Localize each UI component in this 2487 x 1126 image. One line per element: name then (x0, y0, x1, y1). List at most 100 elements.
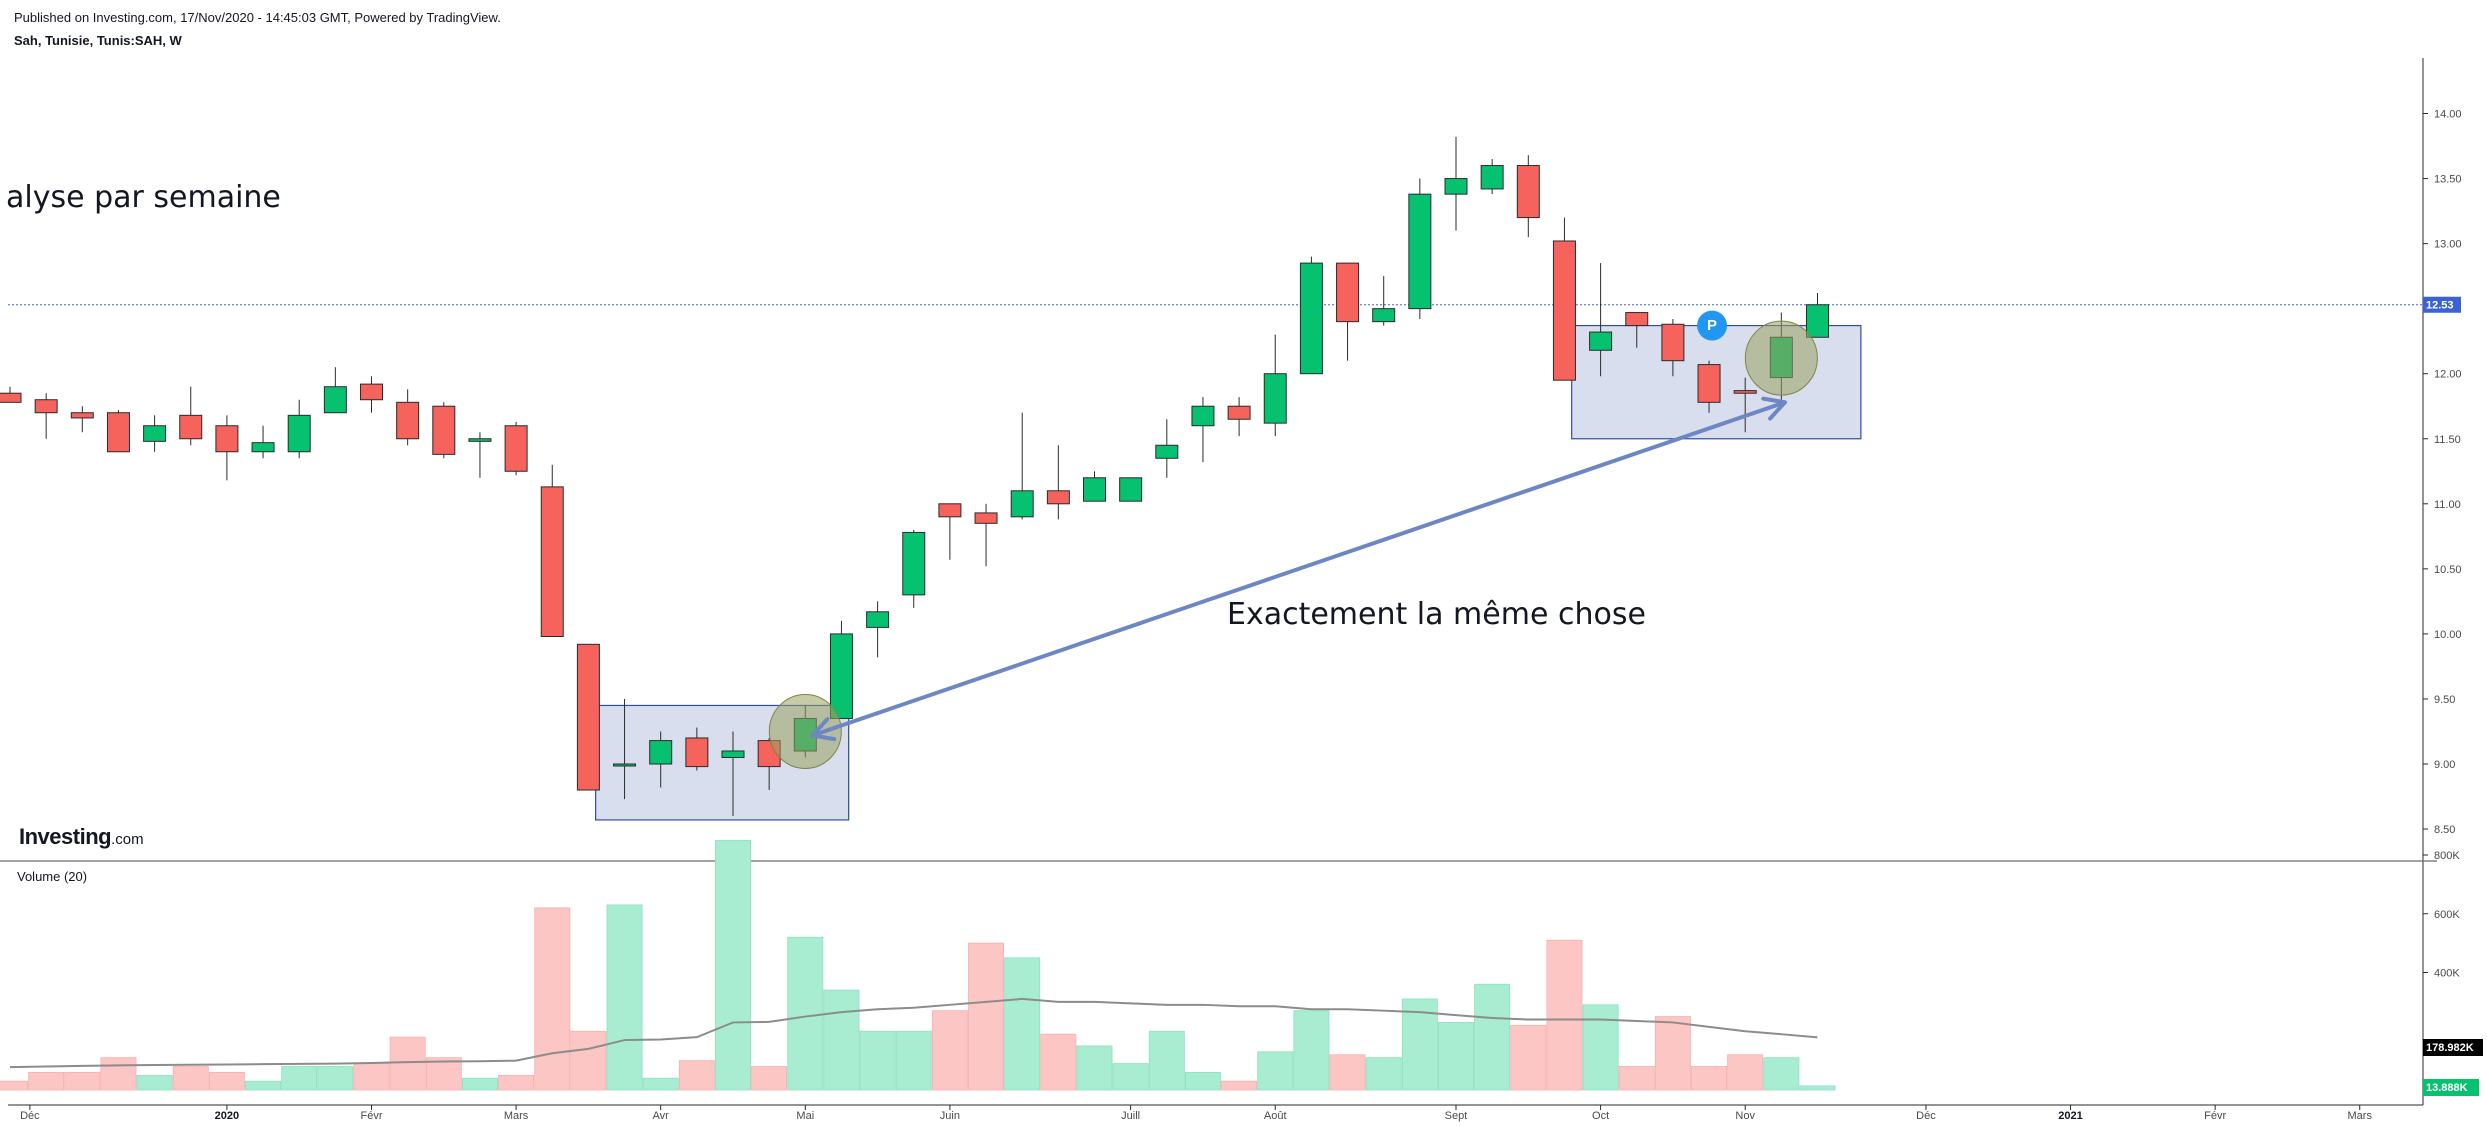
price-tick-label: 8.50 (2434, 824, 2455, 836)
candle-body (1480, 165, 1504, 190)
volume-bar (1112, 1063, 1149, 1091)
volume-ma-tag: 178.982K (2423, 1039, 2483, 1056)
candle-body (540, 486, 564, 638)
arrow-head-start (810, 717, 837, 742)
volume-bar (100, 1057, 137, 1091)
volume-bar (353, 1063, 390, 1091)
candle-body (323, 386, 347, 414)
time-tick-label: Juill (1121, 1110, 1140, 1122)
candle-body (251, 442, 275, 453)
volume-bar (64, 1071, 101, 1091)
candle-body (179, 414, 203, 440)
candle-body (1191, 405, 1215, 427)
time-tick-label: Nov (1735, 1110, 1755, 1122)
volume-bar (751, 1066, 788, 1091)
time-tick-label: Mars (504, 1110, 529, 1122)
candle-body (1516, 165, 1540, 219)
volume-bar (715, 839, 751, 1091)
time-axis: Déc 2020 Févr Mars Avr Mai Juin Juill Août Sept Oc… (20, 1105, 2372, 1122)
candle-body (1589, 331, 1613, 351)
price-tick-label: 9.00 (2434, 759, 2455, 771)
volume-bar (1040, 1033, 1077, 1091)
volume-bar (1510, 1024, 1547, 1091)
volume-bar (1184, 1071, 1221, 1091)
volume-bar (1727, 1054, 1764, 1091)
comparison-arrow (810, 396, 1787, 742)
volume-bar (534, 907, 571, 1091)
candle-body (1227, 405, 1251, 420)
volume-bar (281, 1066, 318, 1091)
candle-body (866, 611, 890, 628)
candle-body (649, 740, 673, 765)
candle-body (287, 414, 311, 453)
price-tick-label: 11.50 (2434, 434, 2461, 446)
candle-body (1408, 193, 1432, 310)
time-tick-label: Févr (361, 1110, 383, 1122)
candle-body (576, 643, 600, 791)
volume-bar (1763, 1057, 1800, 1091)
candle-body (504, 425, 528, 472)
last-price-tag-bg (2423, 296, 2461, 313)
candle-body (685, 737, 709, 768)
volume-last-tag-text: 13.888K (2426, 1082, 2468, 1094)
candle-body (1552, 240, 1576, 381)
time-tick-label: Déc (1916, 1110, 1936, 1122)
candle-body (829, 633, 853, 719)
volume-bar (425, 1057, 462, 1091)
candle-body (974, 512, 998, 524)
volume-bar (968, 942, 1005, 1091)
volume-bar (1799, 1085, 1836, 1091)
volume-axis: 400K 600K 800K (2423, 850, 2460, 980)
candle-body (1083, 477, 1106, 502)
volume-bar (1654, 1016, 1691, 1091)
time-tick-label: Mai (796, 1110, 814, 1122)
time-tick-label: Mars (2348, 1110, 2373, 1122)
arrow-head-end (1761, 396, 1787, 421)
investing-logo-text: Investing.com (19, 824, 144, 849)
volume-bar (136, 1074, 173, 1091)
volume-bar (1076, 1045, 1113, 1091)
volume-bar (1293, 1010, 1330, 1091)
candle-body (1733, 390, 1757, 394)
volume-bar (823, 989, 860, 1091)
volume-indicator-label: Volume (20) (17, 869, 87, 884)
volume-ma-tag-bg (2423, 1039, 2483, 1056)
time-tick-label: Oct (1592, 1110, 1609, 1122)
volume-bar (895, 1030, 932, 1091)
candle-body (1372, 308, 1396, 323)
volume-bar (1148, 1030, 1185, 1091)
volume-bar (0, 1080, 28, 1091)
badge-label: P (1707, 317, 1717, 334)
volume-bar (172, 1066, 209, 1091)
time-tick-label: Févr (2204, 1110, 2226, 1122)
volume-bar (1221, 1080, 1258, 1091)
candle-body (938, 503, 962, 518)
volume-bar (1004, 957, 1041, 1091)
price-tick-label: 13.00 (2434, 239, 2462, 251)
highlight-ellipse (768, 693, 842, 769)
price-tick-label: 9.50 (2434, 694, 2455, 706)
logo-main: Investing (19, 824, 111, 849)
candle-body (1299, 262, 1323, 375)
candle-body (34, 399, 58, 414)
price-axis: 8.50 9.00 9.50 10.00 10.50 11.00 11.50 12.00 12.… (2423, 109, 2462, 836)
candle-body (1010, 490, 1034, 518)
volume-bar (245, 1080, 282, 1091)
candle-body (0, 392, 22, 403)
volume-tick-label: 800K (2434, 850, 2460, 862)
volume-bar (1546, 939, 1583, 1091)
volume-tick-label: 400K (2434, 968, 2460, 980)
time-tick-label: 2020 (215, 1110, 239, 1122)
logo-suffix: .com (111, 831, 144, 848)
price-tick-label: 11.00 (2434, 499, 2461, 511)
comparison-annotation: Exactement la même chose (1227, 597, 1646, 632)
highlights-layer (768, 320, 1818, 769)
volume-bar (1691, 1066, 1728, 1091)
volume-last-tag-bg (2423, 1079, 2479, 1096)
volume-bar (317, 1066, 354, 1091)
marker-badge[interactable]: P (1697, 310, 1728, 341)
candle-body (432, 405, 456, 455)
candle-body (143, 425, 167, 442)
candle-body (360, 383, 383, 401)
